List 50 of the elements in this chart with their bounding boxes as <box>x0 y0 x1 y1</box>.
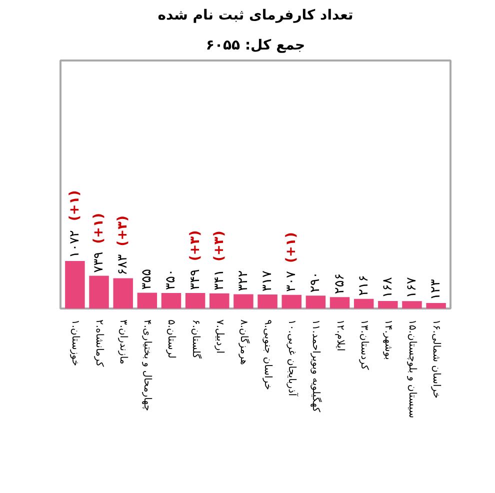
chart-title: تعداد کارفرمای ثبت نام شده <box>158 8 354 24</box>
bar <box>258 294 278 308</box>
bar <box>426 303 446 308</box>
data-label: ۱۶۸ <box>380 277 396 298</box>
chart-subtitle: جمع کل: ۶۰۵۵ <box>206 38 306 54</box>
bar <box>234 294 254 308</box>
x-tick-label: ۷.اردبیل <box>214 320 225 354</box>
data-label: ۲۵۶ <box>332 273 348 294</box>
data-label: ۳۴۹ (+۳) <box>188 230 203 290</box>
data-label: ۳۵۵ <box>140 268 155 290</box>
x-tick-label: ۱۶.خراسان شمالی <box>430 320 442 398</box>
x-tick-label: ۱۲.ایلام <box>334 320 346 352</box>
x-tick-label: ۱۵.سیستان و بلوچستان <box>406 320 418 418</box>
data-label: ۷۳۹ (+۱) <box>92 213 107 273</box>
bar <box>113 278 133 308</box>
bar <box>354 298 374 308</box>
x-tick-label: ۱۴.بوشهر <box>382 320 394 360</box>
x-tick-label: ۹.خراسان جنوبی <box>262 320 274 390</box>
data-label: ۱۲۳ <box>428 279 444 300</box>
bar <box>282 294 302 308</box>
bar <box>89 276 109 308</box>
bar <box>402 301 422 308</box>
bar <box>161 293 182 308</box>
x-tick-label: ۲.کرمانشاه <box>94 320 105 367</box>
x-tick-label: ۶.گلستان <box>190 320 202 359</box>
bar <box>137 292 158 308</box>
data-label: ۳۱۷ <box>260 270 276 292</box>
x-tick-label: ۱۰.آذربایجان غربی <box>286 320 300 398</box>
x-tick-label: ۱۳.کردستان <box>358 320 370 370</box>
data-label: ۱۶۷ <box>404 277 420 298</box>
x-tick-label: ۵.لرستان <box>166 320 177 358</box>
data-label: ۳۰۷ (+۱) <box>284 232 300 292</box>
x-tick-label: ۴.چهارمحال و بختیاری <box>142 320 153 412</box>
bar <box>378 301 398 308</box>
data-label: ۳۵۰ <box>164 269 179 290</box>
bar <box>330 297 350 308</box>
x-tick-label: ۳.مازندران <box>118 320 129 364</box>
bar <box>210 293 230 308</box>
bar <box>185 293 206 308</box>
x-tick-label: ۱.خوزستان <box>69 320 80 366</box>
x-tick-label: ۱۱.کهگیلویه وبویراحمد <box>310 320 322 412</box>
x-tick-label: ۸.هرمزگان <box>238 320 250 365</box>
data-label: ۲۱۶ <box>356 274 372 296</box>
data-label: ۶۸۳ (+۳) <box>116 216 131 276</box>
data-label: ۲۹۰ <box>308 272 324 293</box>
bar <box>306 296 326 308</box>
data-label: ۱۰۷۲ (+۱) <box>67 190 82 258</box>
data-label: ۳۴۱ (+۳) <box>212 230 227 290</box>
bar <box>65 261 85 308</box>
data-label: ۳۲۲ <box>236 270 251 292</box>
